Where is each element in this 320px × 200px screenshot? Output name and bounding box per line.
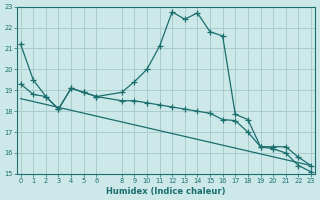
X-axis label: Humidex (Indice chaleur): Humidex (Indice chaleur)	[106, 187, 226, 196]
